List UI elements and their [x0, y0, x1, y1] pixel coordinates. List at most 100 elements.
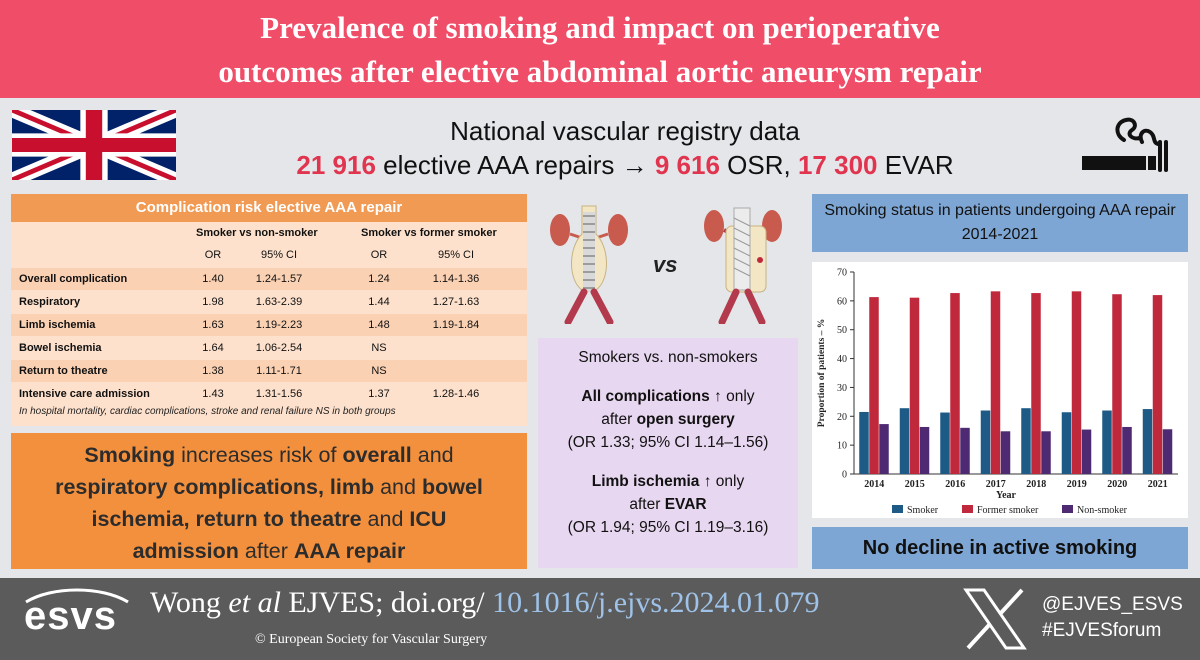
table-row: Intensive care admission 1.43 1.31-1.56 …	[11, 383, 527, 405]
bar-former-smoker	[1152, 295, 1163, 474]
summary-text: increases risk of	[175, 443, 343, 467]
bar-non-smoker	[879, 424, 889, 474]
bar-smoker	[1102, 410, 1112, 474]
cell-or2: NS	[371, 365, 387, 377]
bar-smoker	[1021, 408, 1031, 474]
cigarette-icon	[1082, 117, 1168, 172]
summary-text: respiratory complications, limb	[55, 475, 375, 499]
open-repair-icon	[550, 205, 628, 324]
chart-conclusion: No decline in active smoking	[812, 527, 1188, 569]
col-or-1: OR	[204, 249, 222, 261]
x-logo-icon[interactable]	[962, 586, 1028, 652]
table-footnote: In hospital mortality, cardiac complicat…	[19, 406, 396, 417]
cell-or1: 1.38	[202, 365, 224, 377]
finding-1-bold: All complications ↑	[581, 388, 722, 405]
hashtag[interactable]: #EJVESforum	[1042, 620, 1162, 641]
finding-2-rest: only	[711, 473, 745, 490]
total-repairs: 21 916	[296, 150, 376, 180]
bar-non-smoker	[1000, 431, 1011, 474]
group-smoker-vs-former: Smoker vs former smoker	[361, 227, 497, 239]
y-tick-label: 60	[837, 296, 847, 307]
bar-former-smoker	[1031, 293, 1041, 474]
y-tick-label: 10	[837, 441, 847, 452]
finding-2-pre: after	[629, 496, 665, 513]
registry-counts: 21 916 elective AAA repairs → 9 616 OSR,…	[190, 148, 1060, 182]
x-tick-label: 2014	[864, 479, 884, 490]
cell-or2: 1.37	[368, 388, 390, 400]
y-axis-label: Proportion of patients – %	[817, 319, 827, 428]
row-label: Return to theatre	[19, 365, 108, 377]
y-tick-label: 50	[837, 325, 847, 336]
uk-flag-icon	[12, 110, 176, 180]
bar-smoker	[980, 410, 991, 474]
title-line-2: outcomes after elective abdominal aortic…	[218, 54, 982, 89]
table-title: Complication risk elective AAA repair	[11, 194, 527, 222]
cite-author: Wong	[150, 586, 229, 619]
x-axis-label: Year	[996, 490, 1017, 501]
finding-1-pre: after	[601, 411, 637, 428]
cell-or2: NS	[371, 342, 387, 354]
finding-1-rest: only	[721, 388, 755, 405]
esvs-arc-icon	[25, 588, 129, 604]
copyright: © European Society for Vascular Surgery	[255, 632, 488, 647]
cell-ci2: 1.19-1.84	[432, 319, 480, 331]
osr-label: OSR,	[727, 150, 791, 180]
y-tick-label: 20	[837, 412, 847, 423]
bar-former-smoker	[909, 297, 920, 474]
summary-text: and	[374, 475, 422, 499]
cell-ci1: 1.19-2.23	[255, 319, 303, 331]
bar-former-smoker	[869, 297, 879, 474]
row-label: Limb ischemia	[19, 319, 96, 331]
footer-bar: esvs Wong et al EJVES; doi.org/ 10.1016/…	[0, 578, 1200, 660]
smokers-vs-nonsmokers-box: Smokers vs. non-smokers All complication…	[538, 338, 798, 568]
bar-non-smoker	[1081, 429, 1092, 474]
evar-label: EVAR	[884, 150, 954, 180]
repairs-label: elective AAA repairs	[383, 150, 615, 180]
col-ci-2: 95% CI	[437, 249, 475, 261]
x-tick-label: 2020	[1107, 479, 1127, 490]
smoking-status-chart: 0 10 20 30 40 50 60 70 Proportion of patients – …	[817, 268, 1178, 516]
citation: Wong et al EJVES; doi.org/ 10.1016/j.ejv…	[150, 586, 820, 620]
cell-ci2: 1.28-1.46	[432, 388, 480, 400]
bar-former-smoker	[1071, 291, 1082, 474]
table-group-header: Smoker vs non-smoker Smoker vs former sm…	[11, 222, 527, 244]
row-label: Intensive care admission	[19, 388, 150, 400]
cell-or1: 1.98	[202, 296, 224, 308]
esvs-logo: esvs	[24, 594, 117, 638]
y-tick-label: 30	[837, 383, 847, 394]
x-tick-label: 2021	[1148, 479, 1168, 490]
cell-or1: 1.43	[202, 388, 224, 400]
x-tick-label: 2018	[1026, 479, 1046, 490]
summary-text: ischemia, return to theatre	[91, 507, 362, 531]
cell-ci2: 1.27-1.63	[432, 296, 480, 308]
bar-smoker	[940, 412, 950, 474]
cell-ci1: 1.11-1.71	[256, 365, 302, 377]
legend-swatch	[892, 505, 903, 513]
bar-non-smoker	[1041, 431, 1051, 474]
twitter-handle[interactable]: @EJVES_ESVS	[1042, 594, 1183, 615]
arrow-icon: →	[621, 150, 648, 180]
cell-or2: 1.44	[368, 296, 390, 308]
finding-2-bold: Limb ischemia ↑	[591, 473, 712, 490]
table-row: Return to theatre 1.38 1.11-1.71 NS	[11, 360, 527, 382]
evar-count: 17 300	[797, 150, 878, 180]
col-ci-1: 95% CI	[260, 249, 298, 261]
summary-text: bowel	[421, 475, 483, 499]
group-smoker-vs-non: Smoker vs non-smoker	[196, 227, 318, 239]
table-row: Respiratory 1.98 1.63-2.39 1.44 1.27-1.6…	[11, 291, 527, 313]
cell-or2: 1.24	[368, 273, 390, 285]
x-tick-label: 2017	[986, 479, 1006, 490]
doi-link[interactable]: 10.1016/j.ejvs.2024.01.079	[492, 586, 820, 619]
legend-label: Former smoker	[977, 505, 1039, 516]
bar-smoker	[899, 408, 910, 474]
cell-or1: 1.40	[202, 273, 224, 285]
y-tick-label: 70	[837, 268, 847, 279]
summary-text: admission	[132, 539, 239, 563]
summary-text: overall	[342, 443, 412, 467]
registry-summary: National vascular registry data 21 916 e…	[190, 114, 1060, 182]
x-tick-label: 2019	[1067, 479, 1087, 490]
x-tick-label: 2015	[905, 479, 925, 490]
summary-text: after	[238, 539, 294, 563]
purple-heading: Smokers vs. non-smokers	[578, 349, 758, 366]
legend-label: Smoker	[907, 505, 939, 516]
